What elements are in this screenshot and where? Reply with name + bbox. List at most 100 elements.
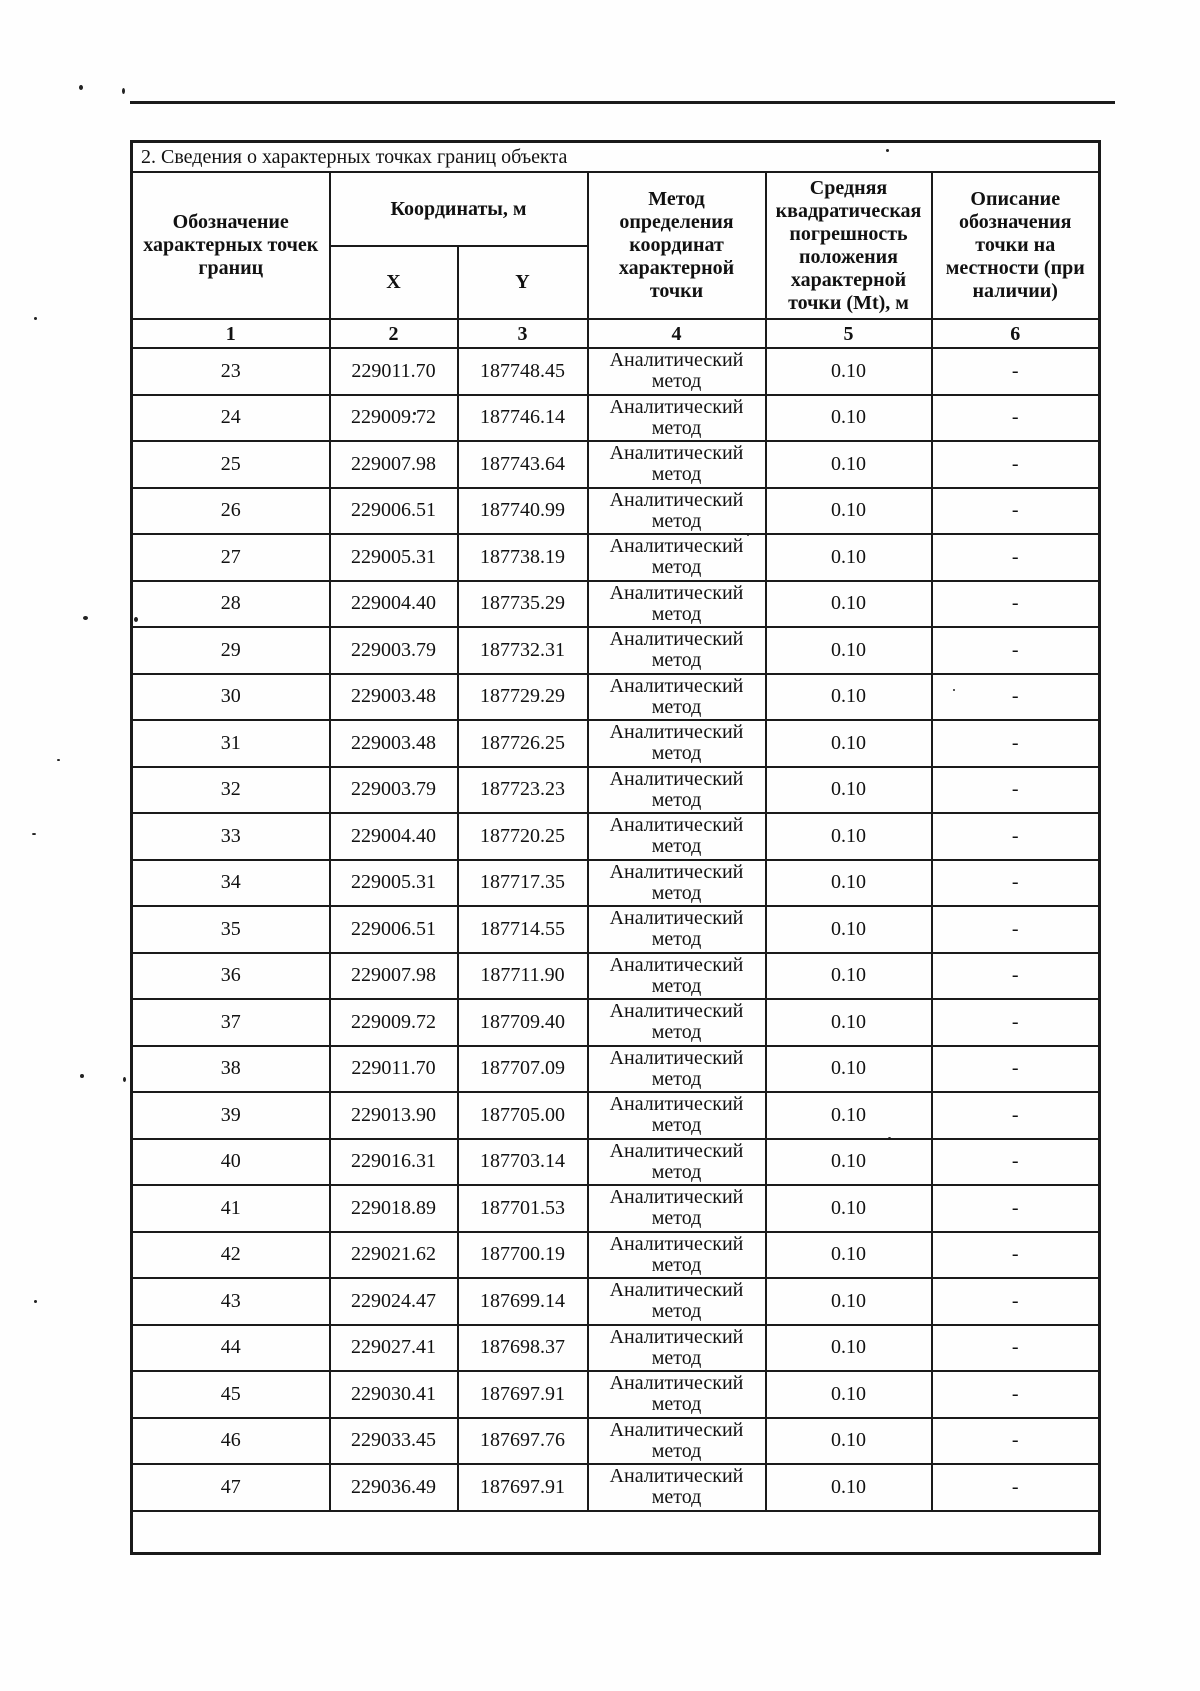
description-cell: - xyxy=(930,1370,1101,1419)
error-cell: 0.10 xyxy=(764,765,933,814)
x-coordinate-cell: 229004.40 xyxy=(328,812,459,861)
y-coordinate-cell: 187723.23 xyxy=(456,765,589,814)
table-footer xyxy=(130,1509,1101,1554)
description-cell: - xyxy=(930,765,1101,814)
y-coordinate-cell: 187732.31 xyxy=(456,626,589,675)
error-cell: 0.10 xyxy=(764,672,933,721)
x-coordinate-cell: 229007.98 xyxy=(328,440,459,489)
error-cell: 0.10 xyxy=(764,440,933,489)
error-cell: 0.10 xyxy=(764,1044,933,1093)
table-row: 44 229027.41 187698.37 Аналитический мет… xyxy=(130,1323,1101,1372)
y-coordinate-cell: 187729.29 xyxy=(456,672,589,721)
column-number-5: 5 xyxy=(764,318,933,349)
error-cell: 0.10 xyxy=(764,951,933,1000)
top-rule xyxy=(130,101,1115,104)
point-number-cell: 29 xyxy=(130,626,331,675)
description-cell: - xyxy=(930,672,1101,721)
method-cell: Аналитический метод xyxy=(586,1463,767,1512)
method-cell: Аналитический метод xyxy=(586,1277,767,1326)
x-coordinate-cell: 229030.41 xyxy=(328,1370,459,1419)
column-number-6: 6 xyxy=(930,318,1101,349)
y-coordinate-cell: 187711.90 xyxy=(456,951,589,1000)
x-coordinate-cell: 229036.49 xyxy=(328,1463,459,1512)
error-cell: 0.10 xyxy=(764,393,933,442)
point-number-cell: 37 xyxy=(130,998,331,1047)
y-coordinate-cell: 187701.53 xyxy=(456,1184,589,1233)
description-cell: - xyxy=(930,905,1101,954)
scan-speck xyxy=(122,88,125,94)
scan-speck xyxy=(57,759,60,761)
section-title: 2. Сведения о характерных точках границ … xyxy=(130,140,1101,173)
scan-speck xyxy=(34,1300,37,1303)
point-number-cell: 26 xyxy=(130,486,331,535)
y-coordinate-cell: 187700.19 xyxy=(456,1230,589,1279)
table-row: 35 229006.51 187714.55 Аналитический мет… xyxy=(130,905,1101,954)
table-row: 33 229004.40 187720.25 Аналитический мет… xyxy=(130,812,1101,861)
point-number-cell: 40 xyxy=(130,1137,331,1186)
table-row: 23 229011.70 187748.45 Аналитический мет… xyxy=(130,347,1101,396)
error-cell: 0.10 xyxy=(764,812,933,861)
point-number-cell: 33 xyxy=(130,812,331,861)
method-cell: Аналитический метод xyxy=(586,951,767,1000)
description-cell: - xyxy=(930,533,1101,582)
column-number-1: 1 xyxy=(130,318,331,349)
table-row: 24 229009.72 187746.14 Аналитический мет… xyxy=(130,393,1101,442)
error-cell: 0.10 xyxy=(764,1323,933,1372)
header-row-main: Обозначение характерных точек границ Коо… xyxy=(130,171,1101,320)
method-cell: Аналитический метод xyxy=(586,998,767,1047)
table-row: 27 229005.31 187738.19 Аналитический мет… xyxy=(130,533,1101,582)
error-cell: 0.10 xyxy=(764,1184,933,1233)
y-coordinate-cell: 187705.00 xyxy=(456,1091,589,1140)
y-coordinate-cell: 187697.91 xyxy=(456,1370,589,1419)
boundary-points-table: 2. Сведения о характерных точках границ … xyxy=(130,140,1102,1555)
point-number-cell: 44 xyxy=(130,1323,331,1372)
error-cell: 0.10 xyxy=(764,719,933,768)
y-coordinate-cell: 187698.37 xyxy=(456,1323,589,1372)
point-number-cell: 25 xyxy=(130,440,331,489)
table-row: 36 229007.98 187711.90 Аналитический мет… xyxy=(130,951,1101,1000)
x-coordinate-cell: 229003.79 xyxy=(328,626,459,675)
empty-row xyxy=(130,1509,1101,1554)
table-body: 23 229011.70 187748.45 Аналитический мет… xyxy=(130,347,1101,1512)
description-cell: - xyxy=(930,393,1101,442)
method-cell: Аналитический метод xyxy=(586,626,767,675)
description-cell: - xyxy=(930,1463,1101,1512)
method-cell: Аналитический метод xyxy=(586,765,767,814)
method-cell: Аналитический метод xyxy=(586,486,767,535)
error-cell: 0.10 xyxy=(764,858,933,907)
x-coordinate-cell: 229007.98 xyxy=(328,951,459,1000)
point-number-cell: 23 xyxy=(130,347,331,396)
header-method: Метод определения координат характерной … xyxy=(586,171,767,320)
method-cell: Аналитический метод xyxy=(586,347,767,396)
section-title-row: 2. Сведения о характерных точках границ … xyxy=(130,140,1101,173)
point-number-cell: 43 xyxy=(130,1277,331,1326)
description-cell: - xyxy=(930,1416,1101,1465)
x-coordinate-cell: 229013.90 xyxy=(328,1091,459,1140)
x-coordinate-cell: 229006.51 xyxy=(328,486,459,535)
error-cell: 0.10 xyxy=(764,486,933,535)
table-header: 2. Сведения о характерных точках границ … xyxy=(130,140,1101,349)
point-number-cell: 27 xyxy=(130,533,331,582)
table-row: 38 229011.70 187707.09 Аналитический мет… xyxy=(130,1044,1101,1093)
table-row: 29 229003.79 187732.31 Аналитический мет… xyxy=(130,626,1101,675)
x-coordinate-cell: 229005.31 xyxy=(328,533,459,582)
error-cell: 0.10 xyxy=(764,905,933,954)
point-number-cell: 28 xyxy=(130,579,331,628)
description-cell: - xyxy=(930,1184,1101,1233)
table-row: 34 229005.31 187717.35 Аналитический мет… xyxy=(130,858,1101,907)
method-cell: Аналитический метод xyxy=(586,1370,767,1419)
method-cell: Аналитический метод xyxy=(586,858,767,907)
method-cell: Аналитический метод xyxy=(586,1230,767,1279)
error-cell: 0.10 xyxy=(764,347,933,396)
header-designation: Обозначение характерных точек границ xyxy=(130,171,331,320)
table-row: 39 229013.90 187705.00 Аналитический мет… xyxy=(130,1091,1101,1140)
description-cell: - xyxy=(930,440,1101,489)
error-cell: 0.10 xyxy=(764,1091,933,1140)
description-cell: - xyxy=(930,719,1101,768)
error-cell: 0.10 xyxy=(764,1137,933,1186)
y-coordinate-cell: 187703.14 xyxy=(456,1137,589,1186)
point-number-cell: 31 xyxy=(130,719,331,768)
y-coordinate-cell: 187726.25 xyxy=(456,719,589,768)
x-coordinate-cell: 229005.31 xyxy=(328,858,459,907)
error-cell: 0.10 xyxy=(764,1416,933,1465)
